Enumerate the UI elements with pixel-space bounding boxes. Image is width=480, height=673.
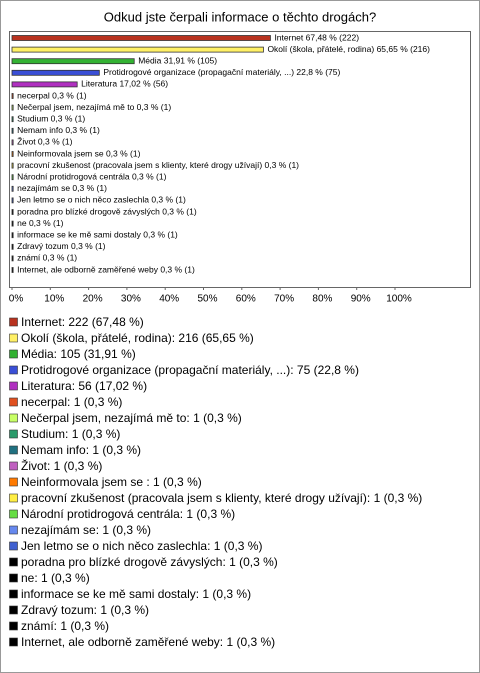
bar — [11, 209, 14, 215]
legend-swatch — [9, 541, 18, 551]
legend-swatch — [9, 365, 18, 375]
legend-label: Zdravý tozum: 1 (0,3 %) — [21, 603, 149, 617]
bar-label: Zdravý tozum 0,3 % (1) — [17, 241, 106, 251]
bar-label: nezajímám se 0,3 % (1) — [17, 183, 107, 193]
legend-label: necerpal: 1 (0,3 %) — [21, 395, 122, 409]
bar-label: Média 31,91 % (105) — [138, 55, 217, 65]
bar — [11, 116, 14, 123]
legend-label: Nečerpal jsem, nezajímá mě to: 1 (0,3 %) — [21, 411, 242, 425]
bar-label: pracovní zkušenost (pracovala jsem s kli… — [17, 160, 299, 170]
legend-swatch — [9, 605, 18, 615]
legend-label: Literatura: 56 (17,02 %) — [21, 379, 147, 393]
legend-label: ne: 1 (0,3 %) — [21, 571, 90, 585]
legend-swatch — [9, 397, 18, 407]
legend-swatch — [9, 621, 18, 631]
legend-swatch — [9, 461, 18, 471]
bar-label: Neinformovala jsem se 0,3 % (1) — [17, 148, 140, 158]
bar-label: Nemam info 0,3 % (1) — [17, 125, 100, 135]
legend-label: Média: 105 (31,91 %) — [21, 347, 136, 361]
bar — [11, 185, 14, 192]
bar — [11, 127, 14, 134]
x-tick-label: 70% — [274, 294, 294, 305]
x-tick-label: 90% — [351, 294, 371, 305]
bar — [11, 162, 14, 169]
x-tick-label: 80% — [312, 294, 332, 305]
bar-label: necerpal 0,3 % (1) — [17, 90, 87, 100]
legend-swatch — [9, 637, 18, 647]
legend-label: Život: 1 (0,3 %) — [21, 458, 102, 473]
legend-label: známí: 1 (0,3 %) — [21, 619, 109, 633]
legend-swatch — [9, 589, 18, 599]
bar — [11, 104, 14, 111]
bar-label: Protidrogové organizace (propagační mate… — [103, 67, 340, 77]
bar-label: Nečerpal jsem, nezajímá mě to 0,3 % (1) — [17, 102, 171, 112]
legend-swatch — [9, 477, 18, 487]
bar-label: Studium 0,3 % (1) — [17, 113, 85, 123]
bar — [11, 267, 14, 273]
bar-label: informace se ke mě sami dostaly 0,3 % (1… — [17, 229, 178, 239]
legend-swatch — [9, 525, 18, 535]
legend-swatch — [9, 445, 18, 455]
legend-swatch — [9, 573, 18, 583]
legend-swatch — [9, 317, 18, 327]
legend-label: pracovní zkušenost (pracovala jsem s kli… — [21, 491, 422, 505]
bar — [11, 255, 14, 262]
legend-label: Okolí (škola, přátelé, rodina): 216 (65,… — [21, 331, 254, 345]
bar-label: Život 0,3 % (1) — [17, 137, 72, 147]
legend-swatch — [9, 413, 18, 423]
bar-label: Národní protidrogová centrála 0,3 % (1) — [17, 171, 166, 181]
x-tick-label: 30% — [121, 294, 141, 305]
x-tick-label: 100% — [386, 294, 412, 305]
bar — [11, 139, 14, 146]
bar — [11, 35, 271, 41]
bar — [11, 197, 14, 204]
legend-label: Protidrogové organizace (propagační mate… — [21, 363, 359, 377]
legend-swatch — [9, 557, 18, 567]
bar-label: poradna pro blízké drogově závyslých 0,3… — [17, 206, 197, 216]
legend-label: Neinformovala jsem se : 1 (0,3 %) — [21, 475, 202, 489]
bar — [11, 46, 264, 53]
legend-swatch — [9, 333, 18, 343]
legend-swatch — [9, 381, 18, 391]
bar — [11, 243, 14, 250]
legend-swatch — [9, 349, 18, 359]
x-tick-label: 50% — [197, 294, 217, 305]
legend-swatch — [9, 509, 18, 519]
legend-label: Jen letmo se o nich něco zaslechla: 1 (0… — [21, 539, 262, 553]
legend-swatch — [9, 429, 18, 439]
bar — [11, 81, 78, 88]
x-tick-label: 0% — [9, 294, 24, 305]
bar — [11, 58, 135, 65]
x-tick-label: 10% — [44, 294, 64, 305]
bar-label: Okolí (škola, přátelé, rodina) 65,65 % (… — [267, 44, 430, 54]
bar-label: Jen letmo se o nich něco zaslechla 0,3 %… — [17, 195, 186, 205]
bar — [11, 69, 100, 76]
legend-label: informace se ke mě sami dostaly: 1 (0,3 … — [21, 587, 251, 601]
bar-label: Literatura 17,02 % (56) — [81, 79, 168, 89]
legend-label: nezajímám se: 1 (0,3 %) — [21, 523, 151, 537]
bar — [11, 151, 14, 157]
x-tick-label: 60% — [236, 294, 256, 305]
legend-label: Internet: 222 (67,48 %) — [21, 315, 144, 329]
legend-label: Studium: 1 (0,3 %) — [21, 427, 120, 441]
bar-label: Internet, ale odborně zaměřené weby 0,3 … — [17, 264, 195, 274]
legend-swatch — [9, 493, 18, 503]
bar — [11, 93, 14, 99]
chart-title: Odkud jste čerpali informace o těchto dr… — [104, 9, 376, 24]
bar — [11, 174, 14, 181]
x-tick-label: 40% — [159, 294, 179, 305]
bar — [11, 220, 14, 227]
bar-label: známí 0,3 % (1) — [17, 253, 77, 263]
legend-label: Internet, ale odborně zaměřené weby: 1 (… — [21, 635, 275, 649]
legend-label: Nemam info: 1 (0,3 %) — [21, 443, 141, 457]
bar — [11, 232, 14, 239]
bar-label: ne 0,3 % (1) — [17, 218, 63, 228]
legend-label: Národní protidrogová centrála: 1 (0,3 %) — [21, 507, 235, 521]
bar-label: Internet 67,48 % (222) — [274, 32, 359, 42]
legend-label: poradna pro blízké drogově závyslých: 1 … — [21, 555, 278, 569]
x-tick-label: 20% — [83, 294, 103, 305]
